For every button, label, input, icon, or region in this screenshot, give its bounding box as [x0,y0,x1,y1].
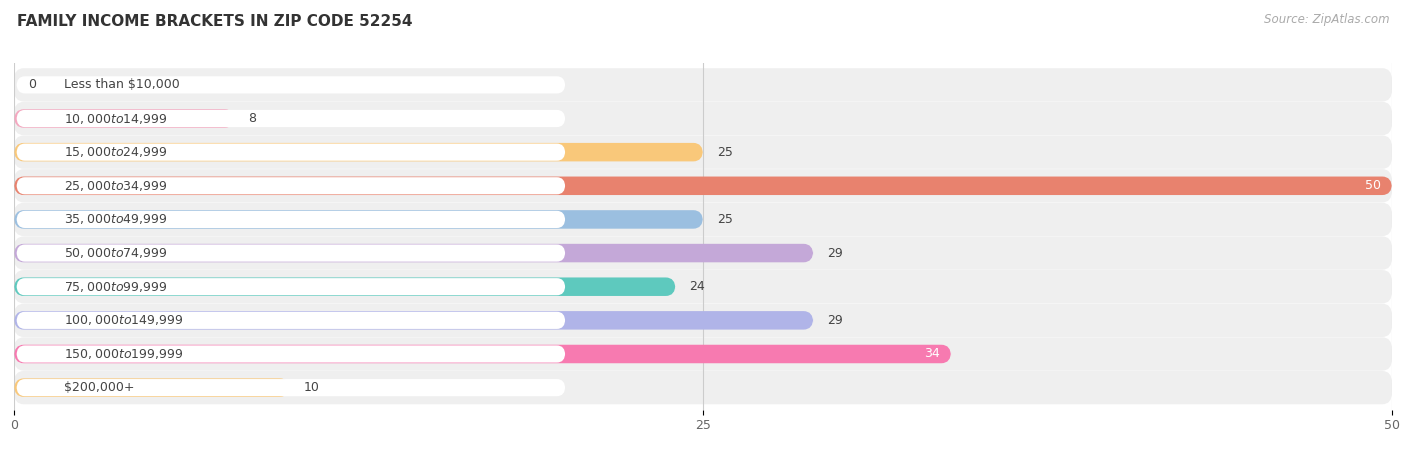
FancyBboxPatch shape [17,244,565,261]
FancyBboxPatch shape [14,345,950,363]
Text: 29: 29 [827,314,842,327]
Text: 50: 50 [1365,179,1381,192]
Text: Less than $10,000: Less than $10,000 [63,78,180,91]
FancyBboxPatch shape [14,169,1392,202]
FancyBboxPatch shape [17,76,565,94]
FancyBboxPatch shape [17,211,565,228]
FancyBboxPatch shape [14,270,1392,303]
FancyBboxPatch shape [14,338,1392,371]
Text: $100,000 to $149,999: $100,000 to $149,999 [63,313,183,327]
FancyBboxPatch shape [14,143,703,162]
FancyBboxPatch shape [14,102,1392,135]
Text: $150,000 to $199,999: $150,000 to $199,999 [63,347,183,361]
Text: 10: 10 [304,381,319,394]
FancyBboxPatch shape [14,109,235,128]
FancyBboxPatch shape [17,144,565,161]
FancyBboxPatch shape [14,244,813,262]
FancyBboxPatch shape [14,236,1392,270]
Text: 24: 24 [689,280,704,293]
Text: 0: 0 [28,78,35,91]
FancyBboxPatch shape [14,135,1392,169]
Text: $200,000+: $200,000+ [63,381,134,394]
Text: $25,000 to $34,999: $25,000 to $34,999 [63,179,167,193]
Text: $75,000 to $99,999: $75,000 to $99,999 [63,280,167,294]
FancyBboxPatch shape [14,311,813,329]
Text: 29: 29 [827,247,842,260]
Text: 34: 34 [924,347,941,360]
Text: $35,000 to $49,999: $35,000 to $49,999 [63,212,167,226]
FancyBboxPatch shape [17,278,565,295]
Text: $50,000 to $74,999: $50,000 to $74,999 [63,246,167,260]
FancyBboxPatch shape [17,110,565,127]
FancyBboxPatch shape [17,312,565,329]
Text: $15,000 to $24,999: $15,000 to $24,999 [63,145,167,159]
FancyBboxPatch shape [14,278,675,296]
FancyBboxPatch shape [14,210,703,229]
FancyBboxPatch shape [17,379,565,396]
FancyBboxPatch shape [17,177,565,194]
FancyBboxPatch shape [17,346,565,363]
FancyBboxPatch shape [14,68,1392,102]
Text: $10,000 to $14,999: $10,000 to $14,999 [63,112,167,126]
FancyBboxPatch shape [14,304,1392,337]
FancyBboxPatch shape [14,203,1392,236]
Text: 25: 25 [717,146,733,159]
FancyBboxPatch shape [14,378,290,397]
Text: 25: 25 [717,213,733,226]
FancyBboxPatch shape [14,176,1392,195]
Text: FAMILY INCOME BRACKETS IN ZIP CODE 52254: FAMILY INCOME BRACKETS IN ZIP CODE 52254 [17,14,412,28]
Text: Source: ZipAtlas.com: Source: ZipAtlas.com [1264,14,1389,27]
Text: 8: 8 [249,112,256,125]
FancyBboxPatch shape [14,371,1392,404]
